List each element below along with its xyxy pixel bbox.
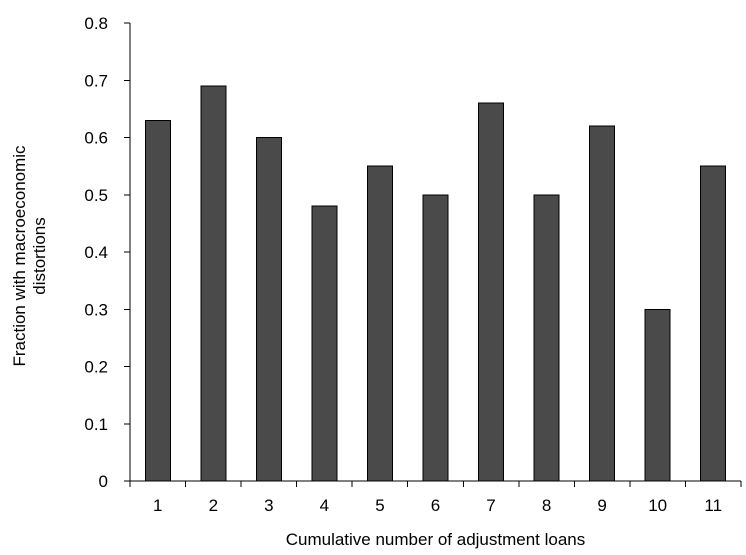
y-tick-label: 0.3 (84, 300, 108, 319)
y-tick-label: 0.2 (84, 358, 108, 377)
y-axis-title-line: Fraction with macroeconomic (10, 145, 29, 367)
bars-layer (144, 85, 727, 482)
x-axis-title: Cumulative number of adjustment loans (286, 530, 586, 549)
bar-1 (144, 119, 171, 482)
bar-3 (255, 137, 282, 482)
bar-11 (700, 165, 727, 482)
y-tick-label: 0.4 (84, 243, 108, 262)
x-tick-label: 10 (648, 496, 667, 515)
bar-9 (589, 125, 616, 482)
x-tick-label: 8 (542, 496, 551, 515)
x-tick-label: 1 (153, 496, 162, 515)
x-tick-label: 3 (264, 496, 273, 515)
x-tick-label: 7 (486, 496, 495, 515)
x-tick-label: 5 (375, 496, 384, 515)
bar-10 (644, 308, 671, 482)
x-tick-label: 4 (320, 496, 329, 515)
bar-6 (422, 194, 449, 482)
y-tick-label: 0.8 (84, 14, 108, 33)
bar-7 (478, 102, 504, 482)
y-ticks: 0 0.1 0.2 0.3 0.4 0.5 0.6 0.7 0.8 (84, 14, 130, 491)
y-tick-label: 0.7 (84, 71, 108, 90)
y-tick-label: 0.1 (84, 415, 108, 434)
bar-4 (311, 205, 338, 482)
x-tick-label: 2 (209, 496, 218, 515)
x-tick-label: 9 (597, 496, 606, 515)
x-ticks: 1 2 3 4 5 6 7 8 9 10 11 (129, 481, 742, 515)
x-tick-label: 11 (704, 496, 722, 515)
y-tick-label: 0.5 (84, 186, 108, 205)
bar-2 (200, 85, 227, 482)
bar-5 (367, 165, 393, 482)
bar-8 (533, 194, 560, 482)
y-axis-title-line: distortions (30, 217, 49, 294)
y-axis-title: Fraction with macroeconomic distortions (10, 145, 49, 367)
y-tick-label: 0 (99, 472, 108, 491)
x-tick-label: 6 (431, 496, 440, 515)
y-tick-label: 0.6 (84, 129, 108, 148)
